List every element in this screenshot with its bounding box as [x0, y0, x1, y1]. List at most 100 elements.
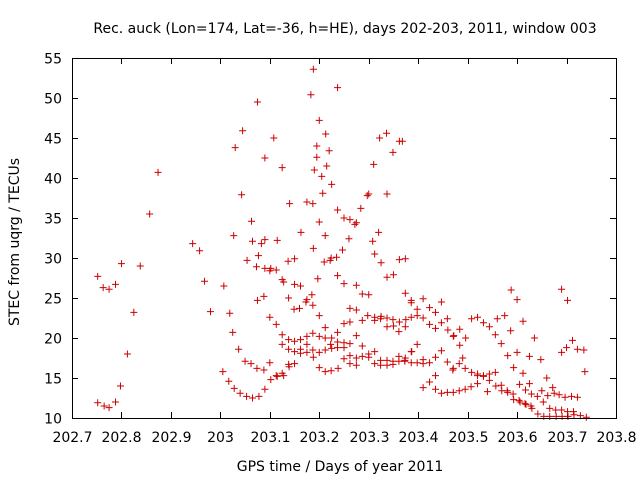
y-axis-label: STEC from uqrg / TECUs [7, 158, 23, 326]
data-point [296, 336, 304, 344]
data-point [315, 348, 323, 356]
data-point [309, 301, 317, 309]
data-point [278, 331, 286, 339]
data-point [537, 356, 545, 364]
data-point [407, 296, 415, 304]
data-point [455, 387, 463, 395]
data-point [267, 264, 275, 272]
data-point [544, 392, 552, 400]
data-point [154, 168, 162, 176]
data-point [189, 240, 197, 248]
data-point [513, 348, 521, 356]
data-point [383, 356, 391, 364]
data-point [321, 368, 329, 376]
data-point [146, 210, 154, 218]
data-point [239, 127, 247, 135]
data-point [313, 153, 321, 161]
data-point [94, 399, 102, 407]
data-point [296, 349, 304, 357]
data-point [449, 366, 457, 374]
data-point [94, 272, 102, 280]
data-point [363, 192, 371, 200]
data-point [533, 392, 541, 400]
data-point [303, 198, 311, 206]
data-point [236, 389, 244, 397]
data-point [582, 413, 590, 421]
data-point [123, 350, 131, 358]
y-tick-label: 25 [44, 292, 62, 308]
y-tick-label: 45 [44, 132, 62, 148]
data-point [230, 384, 238, 392]
data-point [261, 154, 269, 162]
data-point [455, 360, 463, 368]
data-point [201, 277, 209, 285]
data-point [444, 326, 452, 334]
data-point [220, 282, 228, 290]
data-point [315, 218, 323, 226]
data-point [573, 345, 581, 353]
data-point [377, 312, 385, 320]
chart-title: Rec. auck (Lon=174, Lat=-36, h=HE), days… [93, 21, 596, 37]
data-point [334, 84, 342, 92]
data-point [580, 346, 588, 354]
data-point [319, 189, 327, 197]
data-point [401, 255, 409, 263]
data-point [261, 236, 269, 244]
data-point [249, 394, 257, 402]
data-point [474, 313, 482, 321]
data-point [340, 320, 348, 328]
data-point [395, 256, 403, 264]
data-point [461, 385, 469, 393]
data-point [426, 304, 434, 312]
data-point [383, 314, 391, 322]
x-tick-label: 202.8 [101, 430, 141, 446]
data-point [485, 323, 493, 331]
data-point [389, 357, 397, 365]
data-point [130, 308, 138, 316]
data-point [530, 334, 538, 342]
data-point [255, 392, 263, 400]
data-point [525, 352, 533, 360]
data-point [260, 366, 268, 374]
data-point [431, 324, 439, 332]
data-point [334, 364, 342, 372]
data-point [310, 166, 318, 174]
x-tick-label: 203.4 [398, 430, 438, 446]
y-tick-label: 10 [44, 412, 62, 428]
x-tick-label: 203.6 [497, 430, 537, 446]
data-point [286, 200, 294, 208]
data-point [253, 98, 261, 106]
data-point [231, 144, 239, 152]
data-point [407, 359, 415, 367]
data-point [365, 190, 373, 198]
data-point [558, 285, 566, 293]
data-point [322, 130, 330, 138]
data-point [261, 264, 269, 272]
data-point [516, 380, 524, 388]
y-tick-label: 55 [44, 52, 62, 68]
data-point [270, 134, 278, 142]
data-point [516, 398, 524, 406]
data-point [112, 398, 120, 406]
data-point [326, 256, 334, 264]
data-point [249, 237, 257, 245]
data-point [334, 272, 342, 280]
data-point [581, 368, 589, 376]
data-point [555, 391, 563, 399]
data-point [568, 336, 576, 344]
data-point [546, 404, 554, 412]
data-point [254, 252, 262, 260]
data-point [321, 232, 329, 240]
data-point [358, 352, 366, 360]
data-point [352, 281, 360, 289]
data-point [413, 312, 421, 320]
data-point [402, 316, 410, 324]
data-point [267, 376, 275, 384]
x-tick-label: 203 [207, 430, 234, 446]
x-tick-label: 203.7 [547, 430, 587, 446]
data-point [196, 247, 204, 255]
data-point [352, 361, 360, 369]
data-point [365, 291, 373, 299]
